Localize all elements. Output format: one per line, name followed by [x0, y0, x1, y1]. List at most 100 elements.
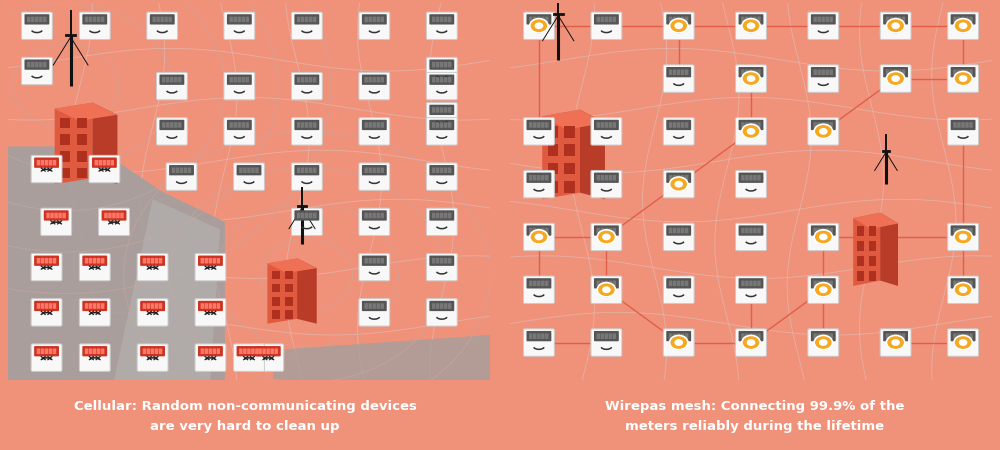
FancyBboxPatch shape [432, 213, 435, 218]
FancyBboxPatch shape [234, 344, 264, 371]
FancyBboxPatch shape [205, 348, 208, 354]
FancyBboxPatch shape [217, 348, 220, 354]
FancyBboxPatch shape [951, 225, 976, 236]
FancyBboxPatch shape [137, 253, 168, 281]
FancyBboxPatch shape [663, 329, 694, 356]
FancyBboxPatch shape [362, 256, 387, 266]
Bar [564, 126, 575, 138]
FancyBboxPatch shape [164, 17, 168, 22]
FancyBboxPatch shape [368, 213, 372, 218]
FancyBboxPatch shape [537, 228, 541, 234]
FancyBboxPatch shape [169, 165, 194, 176]
FancyBboxPatch shape [440, 77, 443, 82]
FancyBboxPatch shape [313, 17, 316, 22]
FancyBboxPatch shape [537, 17, 541, 22]
FancyBboxPatch shape [95, 160, 98, 166]
Bar [77, 167, 87, 178]
FancyBboxPatch shape [426, 208, 457, 236]
FancyBboxPatch shape [85, 17, 88, 22]
Circle shape [819, 286, 828, 293]
Bar [857, 256, 864, 265]
FancyBboxPatch shape [533, 333, 537, 339]
FancyBboxPatch shape [436, 303, 439, 309]
FancyBboxPatch shape [82, 256, 107, 266]
Circle shape [814, 335, 832, 350]
FancyBboxPatch shape [677, 175, 680, 180]
FancyBboxPatch shape [224, 72, 255, 100]
FancyBboxPatch shape [380, 17, 384, 22]
FancyBboxPatch shape [663, 171, 694, 198]
Bar [272, 270, 280, 279]
FancyBboxPatch shape [529, 281, 533, 286]
FancyBboxPatch shape [669, 17, 672, 22]
FancyBboxPatch shape [673, 17, 676, 22]
FancyBboxPatch shape [965, 281, 969, 286]
FancyBboxPatch shape [79, 299, 110, 326]
Polygon shape [853, 213, 880, 286]
FancyBboxPatch shape [817, 333, 821, 339]
FancyBboxPatch shape [247, 348, 251, 354]
FancyBboxPatch shape [609, 281, 612, 286]
FancyBboxPatch shape [666, 278, 691, 288]
FancyBboxPatch shape [533, 122, 537, 128]
FancyBboxPatch shape [545, 333, 549, 339]
FancyBboxPatch shape [969, 69, 973, 75]
FancyBboxPatch shape [526, 173, 551, 183]
Polygon shape [542, 110, 605, 130]
FancyBboxPatch shape [537, 122, 541, 128]
FancyBboxPatch shape [37, 258, 40, 264]
FancyBboxPatch shape [50, 213, 54, 218]
FancyBboxPatch shape [195, 344, 226, 371]
Circle shape [670, 335, 688, 350]
Bar [564, 181, 575, 193]
FancyBboxPatch shape [736, 223, 766, 251]
FancyBboxPatch shape [34, 256, 59, 266]
FancyBboxPatch shape [613, 17, 616, 22]
FancyBboxPatch shape [666, 120, 691, 130]
FancyBboxPatch shape [448, 62, 451, 68]
FancyBboxPatch shape [821, 333, 825, 339]
FancyBboxPatch shape [53, 160, 56, 166]
FancyBboxPatch shape [143, 258, 146, 264]
FancyBboxPatch shape [444, 107, 447, 112]
Polygon shape [542, 110, 580, 199]
FancyBboxPatch shape [201, 303, 204, 309]
FancyBboxPatch shape [92, 158, 117, 168]
FancyBboxPatch shape [685, 281, 688, 286]
FancyBboxPatch shape [227, 120, 252, 130]
Polygon shape [114, 199, 220, 380]
FancyBboxPatch shape [372, 122, 376, 128]
FancyBboxPatch shape [93, 348, 96, 354]
Polygon shape [267, 258, 297, 324]
FancyBboxPatch shape [372, 17, 376, 22]
FancyBboxPatch shape [301, 122, 304, 128]
FancyBboxPatch shape [741, 17, 745, 22]
FancyBboxPatch shape [297, 213, 300, 218]
FancyBboxPatch shape [444, 17, 447, 22]
FancyBboxPatch shape [101, 17, 104, 22]
FancyBboxPatch shape [436, 17, 439, 22]
FancyBboxPatch shape [213, 303, 216, 309]
FancyBboxPatch shape [448, 122, 451, 128]
FancyBboxPatch shape [162, 122, 165, 128]
FancyBboxPatch shape [301, 167, 304, 173]
FancyBboxPatch shape [140, 346, 165, 356]
FancyBboxPatch shape [162, 77, 165, 82]
FancyBboxPatch shape [541, 228, 545, 234]
Polygon shape [273, 335, 490, 380]
FancyBboxPatch shape [429, 14, 454, 24]
FancyBboxPatch shape [313, 213, 316, 218]
FancyBboxPatch shape [217, 303, 220, 309]
FancyBboxPatch shape [685, 122, 688, 128]
FancyBboxPatch shape [159, 348, 162, 354]
FancyBboxPatch shape [609, 122, 612, 128]
FancyBboxPatch shape [233, 122, 237, 128]
FancyBboxPatch shape [681, 175, 684, 180]
FancyBboxPatch shape [440, 167, 443, 173]
FancyBboxPatch shape [541, 175, 545, 180]
FancyBboxPatch shape [685, 69, 688, 75]
FancyBboxPatch shape [159, 258, 162, 264]
FancyBboxPatch shape [605, 122, 608, 128]
FancyBboxPatch shape [368, 17, 372, 22]
FancyBboxPatch shape [951, 331, 976, 341]
